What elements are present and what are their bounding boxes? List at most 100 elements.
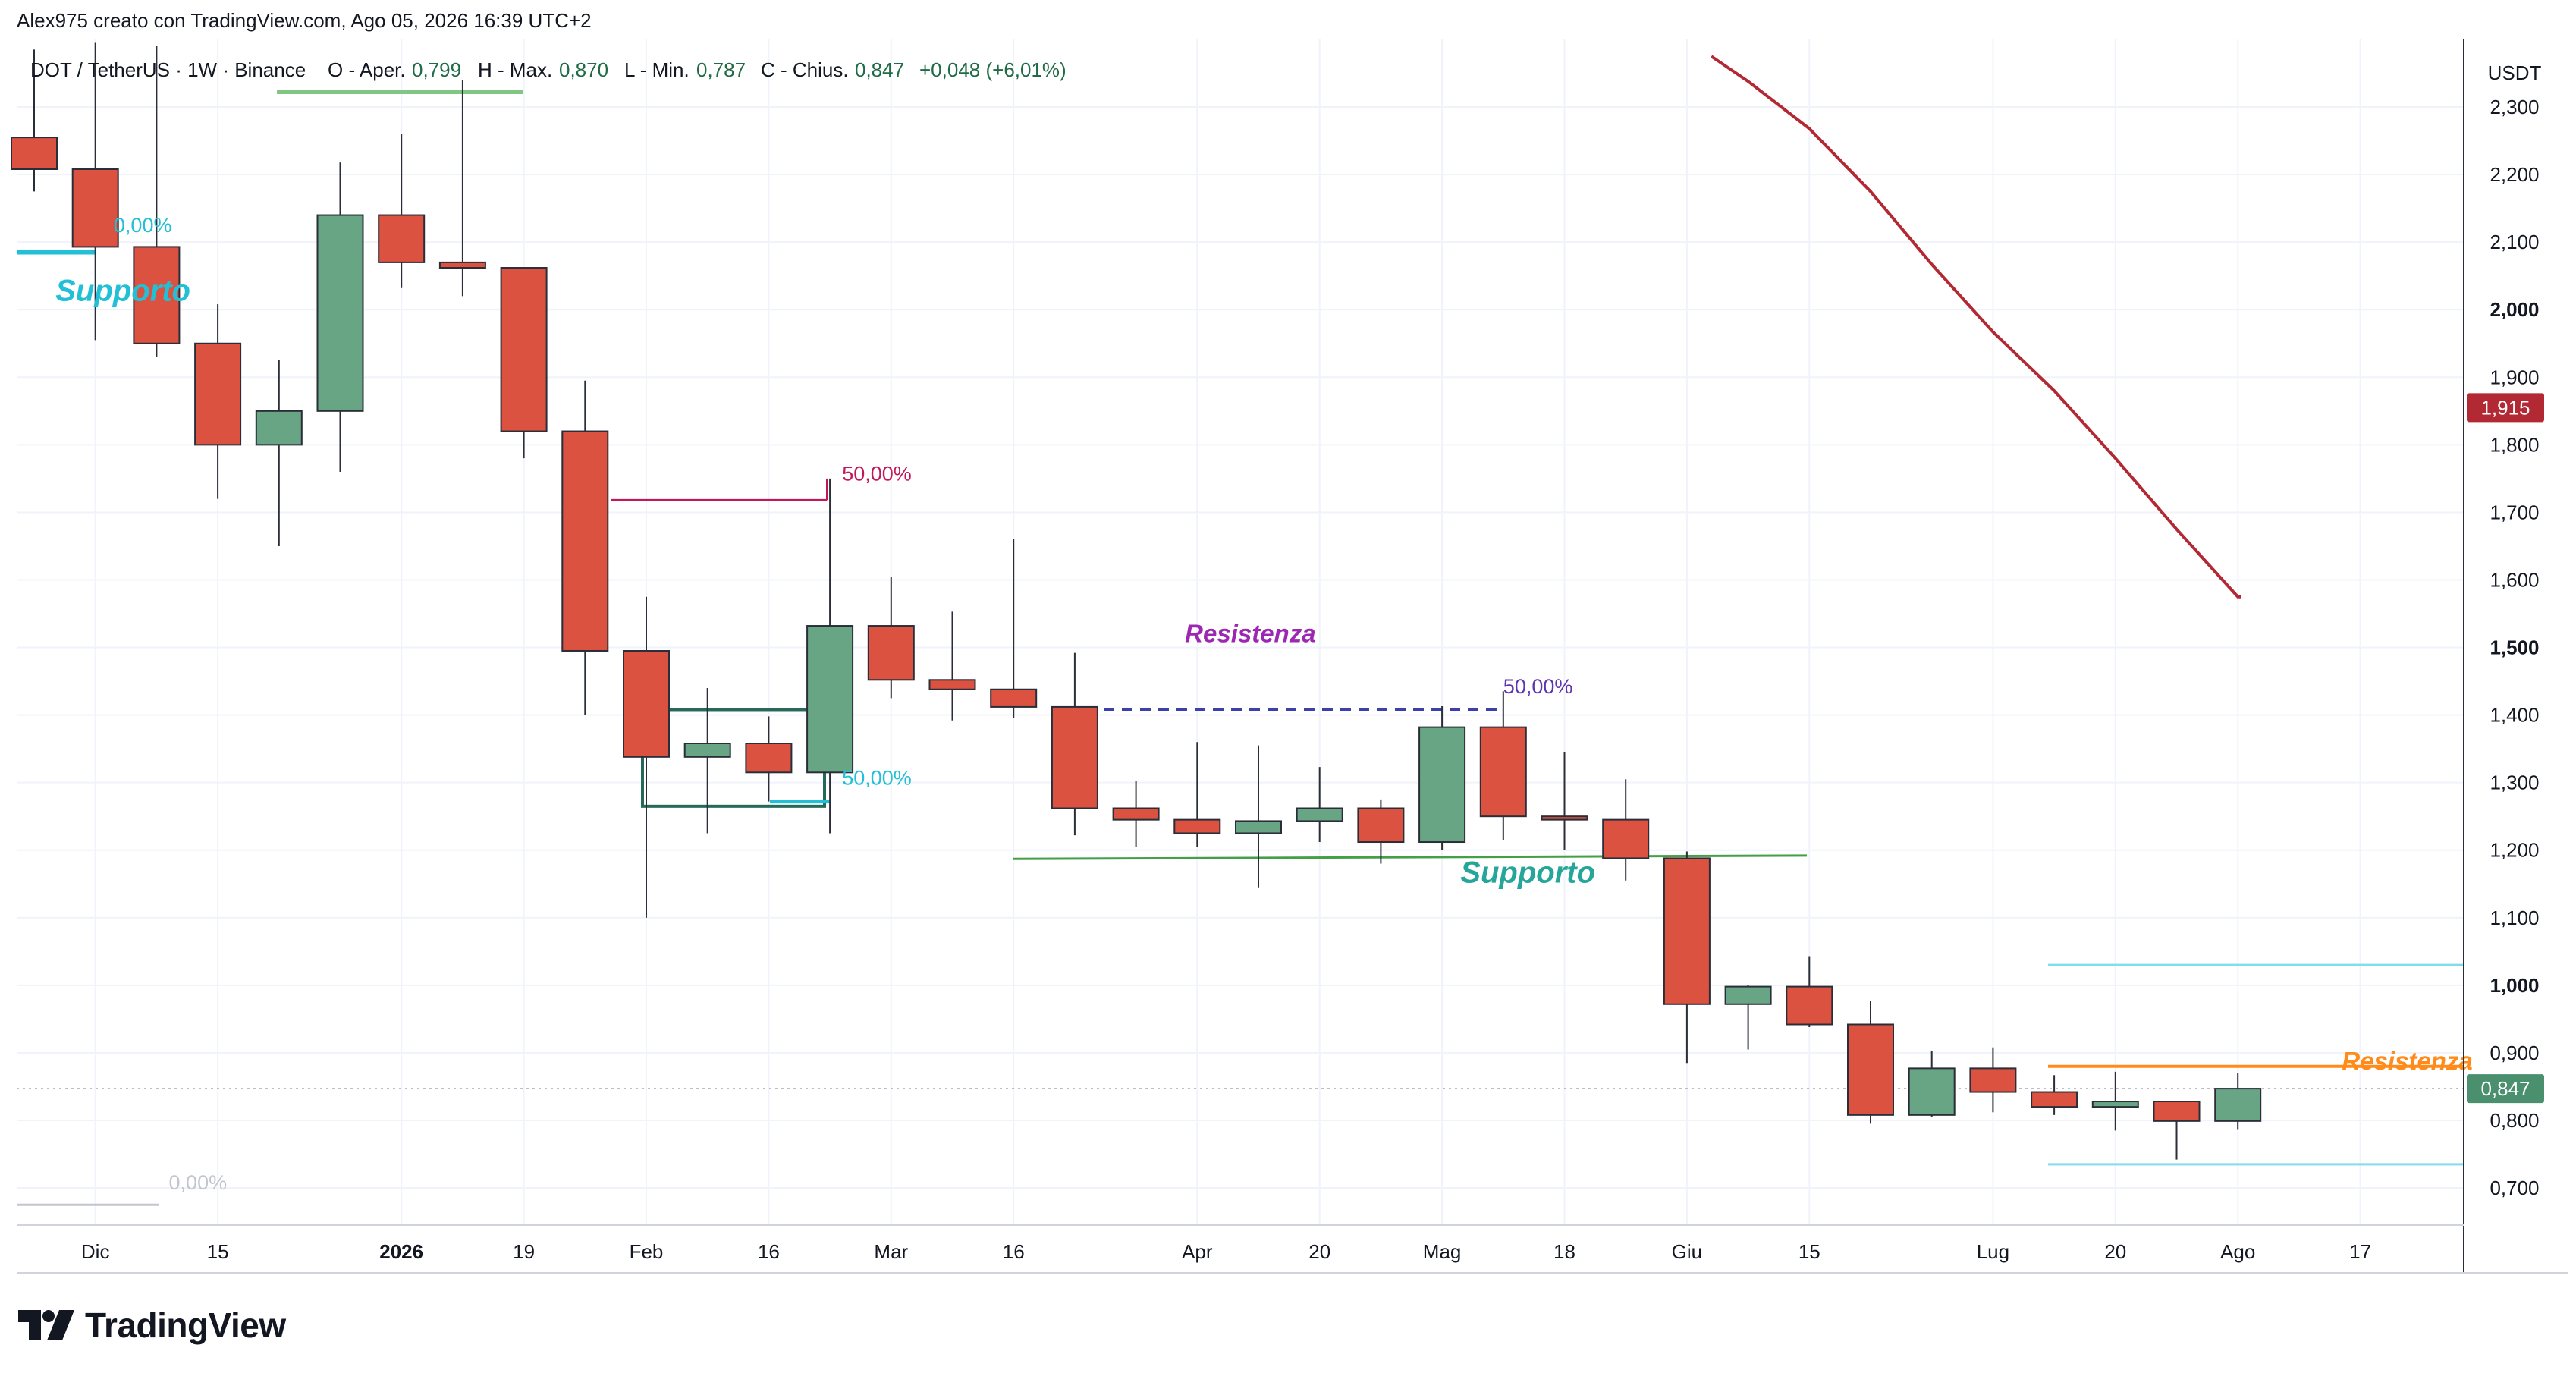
- time-tick-label: Apr: [1182, 1240, 1213, 1263]
- candle-down[interactable]: [1357, 799, 1405, 864]
- time-tick-label: 18: [1553, 1240, 1575, 1263]
- price-tick-label: 1,700: [2490, 501, 2539, 523]
- time-tick-label: 20: [2104, 1240, 2126, 1263]
- candle-down[interactable]: [1602, 779, 1650, 881]
- candle-down[interactable]: [378, 134, 426, 288]
- moving-average-series: [1711, 55, 2241, 599]
- candle-down[interactable]: [438, 80, 486, 297]
- time-tick-label: 19: [513, 1240, 535, 1263]
- legend-change-value: +0,048 (+6,01%): [919, 58, 1067, 81]
- price-tick-label: 1,600: [2490, 568, 2539, 591]
- candle-down[interactable]: [928, 611, 976, 721]
- candle-body: [2214, 1088, 2262, 1122]
- annotation-text: Resistenza: [1185, 619, 1315, 647]
- candle-body: [683, 743, 731, 758]
- candle-body: [1663, 857, 1711, 1005]
- candle-down[interactable]: [1479, 691, 1527, 840]
- candle-body: [1724, 985, 1772, 1005]
- price-tick-label: 1,900: [2490, 366, 2539, 388]
- time-tick-label: Lug: [1977, 1240, 2009, 1263]
- currency-label[interactable]: USDT: [2488, 61, 2542, 84]
- annotation-layer: 0,00% 50,00% 50,00% 50,00% 0,00% Supporto Resi…: [55, 214, 2473, 1194]
- candle-up[interactable]: [806, 478, 854, 834]
- candle-body: [1112, 807, 1160, 821]
- candle-body: [1602, 818, 1650, 859]
- candle-body: [2091, 1101, 2139, 1108]
- legend-symbol: DOT / TetherUS · 1W · Binance: [30, 58, 306, 81]
- candle-up[interactable]: [1908, 1051, 1956, 1117]
- candle-down[interactable]: [1541, 752, 1588, 850]
- candle-down[interactable]: [500, 267, 548, 459]
- candle-down[interactable]: [1663, 851, 1711, 1064]
- candle-body: [2031, 1091, 2078, 1108]
- candle-down[interactable]: [1786, 956, 1833, 1028]
- chart-axes: [17, 39, 2568, 1274]
- candle-down[interactable]: [194, 304, 242, 499]
- time-tick-label: Mag: [1423, 1240, 1462, 1263]
- candle-up[interactable]: [683, 687, 731, 834]
- candle-down[interactable]: [133, 46, 181, 357]
- candle-body: [623, 649, 670, 758]
- price-tick-label: 2,200: [2490, 163, 2539, 186]
- time-tick-label: 15: [1798, 1240, 1820, 1263]
- candle-down[interactable]: [71, 42, 119, 341]
- candle-body: [1051, 705, 1098, 809]
- candle-body: [1173, 818, 1221, 834]
- candle-body: [1786, 985, 1833, 1026]
- moving-average-line: [1711, 55, 2241, 599]
- price-tick-label: 2,300: [2490, 96, 2539, 118]
- candle-body: [1479, 726, 1527, 818]
- candle-body: [990, 688, 1038, 708]
- candle-body: [438, 261, 486, 269]
- candle-body: [133, 246, 181, 344]
- candle-down[interactable]: [1112, 781, 1160, 847]
- tradingview-logo[interactable]: TradingView: [18, 1305, 286, 1346]
- candle-body: [378, 214, 426, 263]
- candle-body: [1296, 807, 1343, 822]
- candle-body: [745, 743, 793, 774]
- candle-body: [194, 342, 242, 446]
- time-tick-label: Giu: [1672, 1240, 1702, 1263]
- candle-up[interactable]: [316, 162, 364, 472]
- price-tick-label: 2,100: [2490, 231, 2539, 253]
- candle-down[interactable]: [990, 539, 1038, 719]
- candle-down[interactable]: [745, 716, 793, 802]
- time-tick-label: Dic: [81, 1240, 110, 1263]
- time-tick-label: 2026: [379, 1240, 423, 1263]
- candle-body: [500, 267, 548, 432]
- price-tick-label: 2,000: [2490, 298, 2539, 321]
- fib-level-label: 0,00%: [169, 1171, 228, 1194]
- candle-down[interactable]: [1969, 1047, 2017, 1113]
- candle-up[interactable]: [1296, 767, 1343, 843]
- candle-down[interactable]: [2031, 1075, 2078, 1115]
- candle-down[interactable]: [1847, 1001, 1894, 1124]
- candle-up[interactable]: [2091, 1071, 2139, 1131]
- candle-up[interactable]: [1724, 985, 1772, 1050]
- candle-body: [255, 410, 303, 446]
- candle-down[interactable]: [11, 49, 58, 192]
- candle-down[interactable]: [1173, 742, 1221, 847]
- price-tick-label: 1,500: [2490, 636, 2539, 659]
- candle-body: [71, 168, 119, 248]
- candle-up[interactable]: [1235, 745, 1282, 888]
- candle-series: [11, 42, 2262, 1160]
- fib-level-label: 0,00%: [114, 214, 172, 237]
- candle-down[interactable]: [2153, 1101, 2201, 1160]
- candle-up[interactable]: [1418, 706, 1466, 850]
- fib-level-label: 50,00%: [842, 766, 912, 789]
- candle-down[interactable]: [1051, 652, 1098, 836]
- candle-down[interactable]: [867, 577, 915, 699]
- candle-body: [806, 625, 854, 774]
- time-tick-label: 16: [1003, 1240, 1025, 1263]
- candle-up[interactable]: [2214, 1073, 2262, 1130]
- candle-body: [928, 679, 976, 690]
- time-tick-label: 17: [2349, 1240, 2371, 1263]
- fib-level-label: 50,00%: [842, 463, 912, 485]
- ma-value-tag: [2467, 393, 2544, 423]
- candle-down[interactable]: [623, 596, 670, 918]
- candle-down[interactable]: [561, 380, 609, 715]
- candle-body: [1418, 726, 1466, 844]
- candle-body: [11, 137, 58, 170]
- candle-up[interactable]: [255, 360, 303, 546]
